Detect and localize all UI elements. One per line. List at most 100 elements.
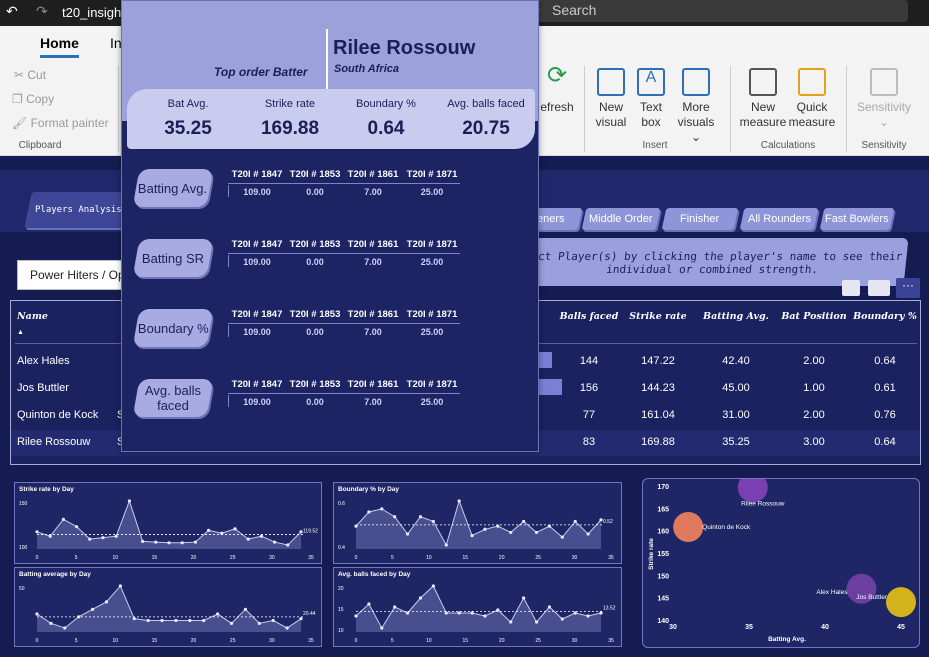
scatter-point[interactable] (737, 472, 768, 503)
player-name-cell[interactable]: Jos Buttler (17, 382, 69, 394)
data-point[interactable] (483, 527, 487, 531)
data-point[interactable] (299, 530, 303, 534)
data-point[interactable] (534, 530, 539, 535)
data-point[interactable] (146, 618, 150, 623)
data-point[interactable] (286, 543, 290, 547)
data-point[interactable] (599, 518, 603, 522)
data-point[interactable] (273, 540, 277, 544)
data-point[interactable] (367, 602, 371, 606)
data-point[interactable] (431, 519, 435, 524)
data-point[interactable] (246, 537, 250, 541)
data-point[interactable] (63, 626, 67, 630)
data-point[interactable] (496, 608, 500, 612)
scatter-point[interactable] (886, 587, 916, 618)
data-point[interactable] (174, 618, 178, 623)
refresh-button[interactable]: ⟳ efresh (538, 64, 576, 115)
data-point[interactable] (470, 533, 474, 538)
data-point[interactable] (522, 519, 526, 524)
data-point[interactable] (35, 530, 39, 534)
data-point[interactable] (90, 607, 95, 611)
data-point[interactable] (405, 611, 410, 615)
data-point[interactable] (547, 605, 552, 609)
chart-strike-rate-by-day[interactable]: Strike rate by Day 119.52 0 5 10 15 20 25 30 35 15… (14, 482, 322, 564)
data-point[interactable] (418, 596, 423, 600)
tab-fast-bowlers[interactable]: Fast Bowlers (819, 208, 895, 230)
data-point[interactable] (586, 614, 590, 618)
data-point[interactable] (444, 543, 448, 547)
data-point[interactable] (35, 612, 39, 616)
sensitivity-button[interactable]: Sensitivity ⌄ (854, 68, 914, 130)
data-point[interactable] (560, 535, 564, 539)
column-header-bat-position[interactable]: Bat Position (781, 311, 847, 322)
data-point[interactable] (299, 617, 303, 621)
data-point[interactable] (483, 614, 487, 618)
chart-boundary-pct-by-day[interactable]: Boundary % by Day 0.52 0 5 10 15 20 25 30 35 0.6 0.… (333, 482, 622, 564)
data-point[interactable] (193, 540, 197, 544)
data-point[interactable] (573, 519, 577, 524)
chart-avg-balls-faced-by-day[interactable]: Avg. balls faced by Day 13.52 0 5 10 15 20 25 30… (333, 567, 622, 647)
data-point[interactable] (470, 611, 474, 615)
new-measure-button[interactable]: New measure (738, 68, 788, 130)
scatter-point[interactable] (673, 512, 704, 543)
data-point[interactable] (132, 617, 136, 621)
data-point[interactable] (88, 537, 92, 541)
data-point[interactable] (114, 534, 118, 538)
more-options-icon[interactable]: ··· (896, 278, 920, 298)
table-row[interactable]: Jos Buttler 156 144.23 45.00 1.00 0.61 (11, 376, 920, 402)
data-point[interactable] (509, 530, 513, 535)
data-point[interactable] (48, 534, 52, 538)
data-point[interactable] (202, 618, 206, 623)
data-point[interactable] (220, 531, 224, 535)
column-header-strike-rate[interactable]: Strike rate (629, 311, 687, 322)
data-point[interactable] (243, 607, 248, 611)
text-box-button[interactable]: A Text box (636, 68, 666, 130)
player-name-cell[interactable]: Alex Hales (17, 355, 70, 367)
column-header-boundary-pct[interactable]: Boundary % (853, 311, 917, 322)
tab-all-rounders[interactable]: All Rounders (739, 208, 819, 230)
column-header-balls-faced[interactable]: Balls faced (559, 311, 619, 322)
data-point[interactable] (573, 611, 577, 615)
tab-insert[interactable]: In (110, 35, 122, 51)
data-point[interactable] (216, 612, 220, 616)
scatter-point[interactable] (846, 573, 877, 604)
data-point[interactable] (104, 600, 109, 604)
name-column-header[interactable]: Name (17, 311, 48, 322)
tab-finisher[interactable]: Finisher (661, 208, 739, 230)
data-point[interactable] (180, 541, 184, 545)
category-slicer[interactable]: Power Hiters / Ope (17, 260, 127, 290)
tab-home[interactable]: Home (40, 35, 79, 58)
data-point[interactable] (271, 618, 275, 623)
data-point[interactable] (444, 611, 448, 615)
player-name-cell[interactable]: Quinton de Kock (17, 409, 99, 421)
data-point[interactable] (49, 621, 53, 625)
data-point[interactable] (118, 584, 122, 588)
data-point[interactable] (599, 611, 603, 615)
chart-batting-average-by-day[interactable]: Batting average by Day 20.44 0 5 10 15 20 25 30 3… (14, 567, 322, 647)
data-point[interactable] (534, 620, 539, 624)
tab-players-analysis[interactable]: Players Analysis (24, 192, 132, 228)
data-point[interactable] (457, 499, 461, 503)
player-name-cell[interactable]: Rilee Rossouw (17, 436, 91, 448)
data-point[interactable] (167, 541, 171, 545)
quick-measure-button[interactable]: Quick measure (788, 68, 836, 130)
data-point[interactable] (207, 528, 211, 532)
data-point[interactable] (380, 507, 384, 511)
copy-button[interactable]: ❐ Copy (12, 92, 55, 106)
data-point[interactable] (393, 605, 397, 609)
column-header-batting-avg[interactable]: Batting Avg. (703, 311, 769, 322)
data-point[interactable] (509, 620, 513, 624)
data-point[interactable] (522, 596, 526, 600)
data-point[interactable] (560, 617, 564, 621)
data-point[interactable] (405, 532, 410, 536)
data-point[interactable] (418, 515, 423, 519)
filter-icon[interactable] (842, 280, 860, 296)
data-point[interactable] (61, 517, 65, 521)
data-point[interactable] (154, 540, 158, 544)
data-point[interactable] (393, 515, 397, 519)
data-point[interactable] (259, 534, 263, 538)
data-point[interactable] (354, 524, 358, 528)
data-point[interactable] (229, 621, 234, 625)
data-point[interactable] (257, 621, 261, 625)
data-point[interactable] (431, 584, 435, 588)
redo-icon[interactable]: ↷ (36, 3, 48, 19)
